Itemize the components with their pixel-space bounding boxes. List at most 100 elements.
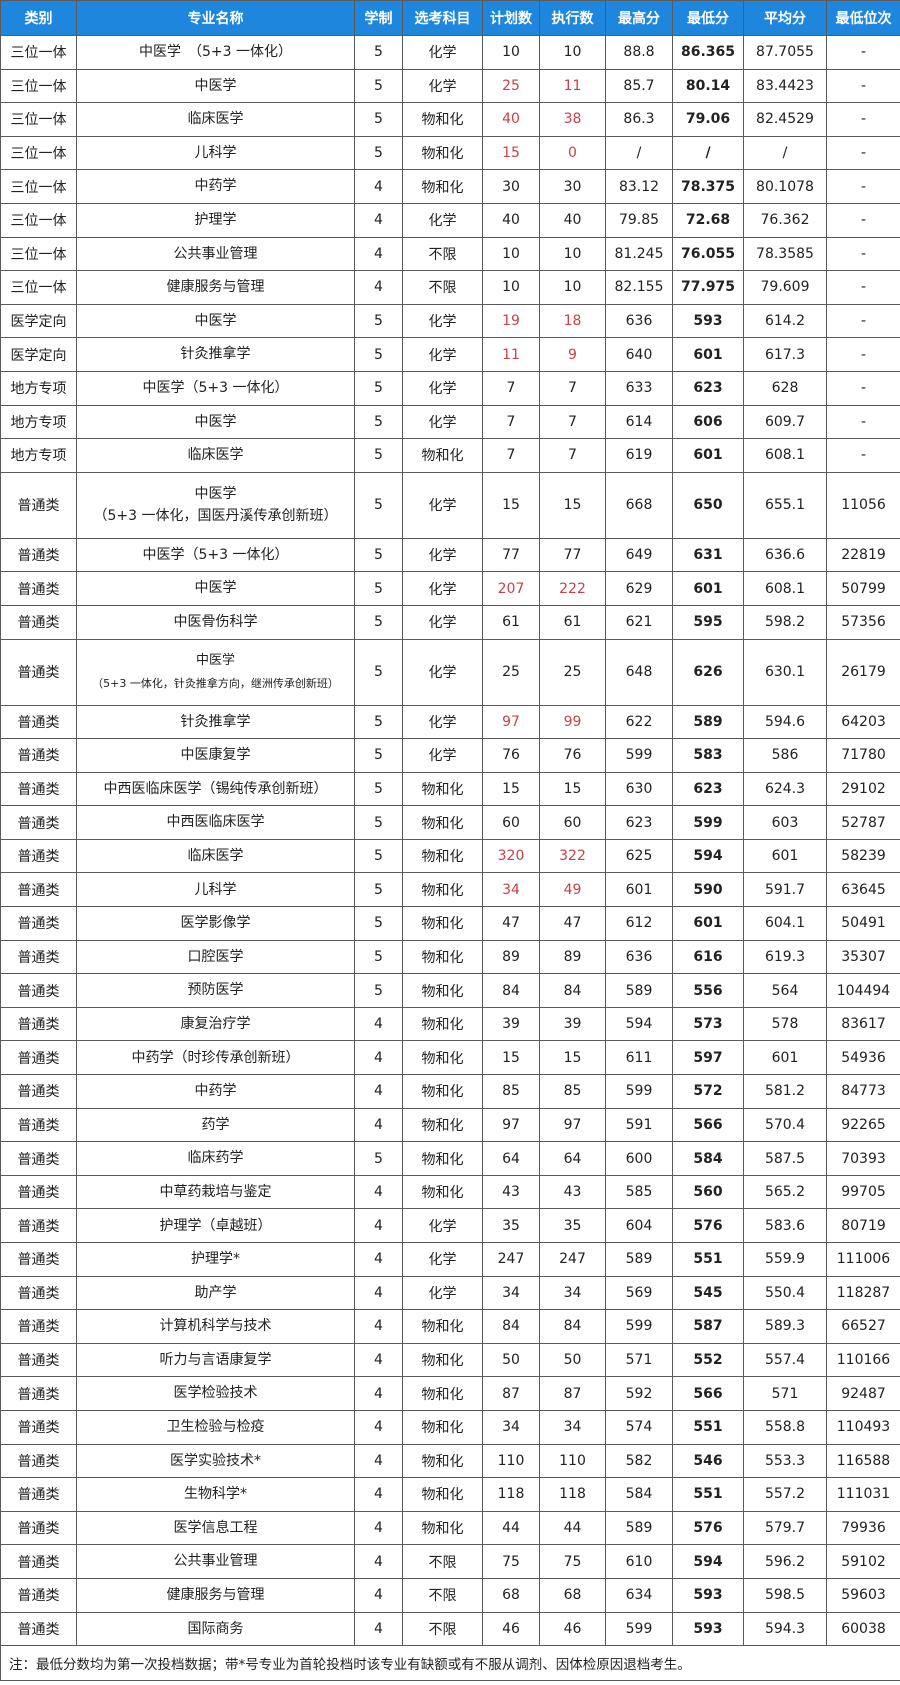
cell-executed: 76 (539, 738, 606, 773)
cell-avg-score: 596.2 (743, 1544, 827, 1579)
cell-category: 医学定向 (0, 337, 77, 372)
cell-min-rank: - (826, 102, 900, 137)
cell-category: 普通类 (0, 471, 77, 539)
cell-executed: 60 (539, 805, 606, 840)
major-name-line: 中医康复学 (180, 747, 251, 764)
cell-executed: 97 (539, 1107, 606, 1143)
cell-subjects: 物和化 (402, 1074, 483, 1109)
cell-min-score: 583 (672, 738, 744, 773)
major-name-line: 中草药栽培与鉴定 (159, 1183, 272, 1200)
cell-max-score: 622 (605, 704, 673, 740)
major-name-line: 护理学（卓越班） (159, 1217, 272, 1234)
cell-min-score: 595 (672, 604, 744, 640)
cell-min-rank: 71780 (826, 738, 900, 773)
major-name-line: 中药学（时珍传承创新班） (131, 1049, 300, 1066)
cell-min-score: 72.68 (672, 202, 744, 238)
cell-years: 5 (354, 906, 403, 941)
cell-avg-score: 617.3 (743, 337, 827, 372)
cell-executed: 15 (539, 471, 606, 539)
cell-min-score: 631 (672, 537, 744, 573)
cell-category: 普通类 (0, 1611, 77, 1647)
cell-min-score: 593 (672, 1577, 744, 1613)
major-name-line: 医学信息工程 (173, 1519, 258, 1536)
cell-subjects: 物和化 (402, 906, 483, 941)
cell-category: 普通类 (0, 805, 77, 840)
cell-category: 普通类 (0, 1006, 77, 1042)
cell-min-rank: 58239 (826, 838, 900, 874)
cell-category: 地方专项 (0, 438, 77, 473)
cell-category: 普通类 (0, 771, 77, 807)
cell-min-score: 593 (672, 303, 744, 339)
cell-avg-score: 558.8 (743, 1409, 827, 1445)
cell-avg-score: 579.7 (743, 1510, 827, 1546)
table-row: 普通类 中医学（5+3 一体化） 5 化学 77 77 649 631 636.6 22819 (0, 537, 900, 573)
major-name-line: （5+3 一体化，国医丹溪传承创新班） (93, 508, 338, 525)
cell-max-score: 582 (605, 1443, 673, 1479)
cell-category: 普通类 (0, 1443, 77, 1479)
cell-max-score: / (605, 135, 673, 171)
cell-avg-score: 609.7 (743, 404, 827, 440)
cell-max-score: 634 (605, 1577, 673, 1613)
major-name-line: 临床医学 (187, 447, 244, 464)
cell-min-score: 601 (672, 906, 744, 941)
cell-executed: 40 (539, 202, 606, 238)
cell-category: 三位一体 (0, 135, 77, 171)
cell-executed: 25 (539, 638, 606, 706)
cell-major: 公共事业管理 (76, 1544, 355, 1579)
cell-category: 普通类 (0, 1309, 77, 1344)
cell-max-score: 569 (605, 1275, 673, 1311)
table-row: 普通类 中西医临床医学 5 物和化 60 60 623 599 603 52787 (0, 805, 900, 840)
header-avg-score: 平均分 (743, 0, 827, 36)
table-row: 普通类 卫生检验与检疫 4 物和化 34 34 574 551 558.8 110493 (0, 1409, 900, 1445)
table-row: 普通类 护理学* 4 化学 247 247 589 551 559.9 111006 (0, 1242, 900, 1277)
major-name-line: 中医学 （5+3 一体化） (139, 44, 292, 61)
cell-avg-score: 570.4 (743, 1107, 827, 1143)
cell-subjects: 化学 (402, 1208, 483, 1243)
cell-years: 5 (354, 838, 403, 874)
table-row: 普通类 中医学 5 化学 207 222 629 601 608.1 50799 (0, 571, 900, 606)
cell-min-rank: 111006 (826, 1242, 900, 1277)
cell-avg-score: 589.3 (743, 1309, 827, 1344)
cell-avg-score: 583.6 (743, 1208, 827, 1243)
header-plan: 计划数 (482, 0, 540, 36)
cell-years: 5 (354, 638, 403, 706)
cell-executed: 43 (539, 1174, 606, 1210)
cell-min-score: 573 (672, 1006, 744, 1042)
cell-major: 康复治疗学 (76, 1006, 355, 1042)
cell-min-score: 587 (672, 1309, 744, 1344)
cell-avg-score: 601 (743, 838, 827, 874)
cell-min-rank: 66527 (826, 1309, 900, 1344)
cell-category: 普通类 (0, 1107, 77, 1143)
cell-avg-score: 79.609 (743, 270, 827, 305)
cell-years: 4 (354, 1376, 403, 1411)
cell-min-rank: 54936 (826, 1040, 900, 1076)
cell-subjects: 物和化 (402, 1376, 483, 1411)
cell-max-score: 668 (605, 471, 673, 539)
cell-avg-score: 587.5 (743, 1141, 827, 1176)
cell-avg-score: 608.1 (743, 438, 827, 473)
cell-subjects: 物和化 (402, 1409, 483, 1445)
cell-min-score: 623 (672, 771, 744, 807)
cell-subjects: 物和化 (402, 1309, 483, 1344)
major-name-line: 公共事业管理 (173, 1553, 258, 1570)
cell-executed: 322 (539, 838, 606, 874)
cell-plan: 10 (482, 35, 540, 70)
footnote: 注：最低分数均为第一次投档数据；带*号专业为首轮投档时该专业有缺额或有不服从调剂… (0, 1645, 900, 1682)
cell-max-score: 629 (605, 571, 673, 606)
cell-years: 5 (354, 571, 403, 606)
cell-min-score: 551 (672, 1477, 744, 1512)
cell-plan: 87 (482, 1376, 540, 1411)
cell-max-score: 85.7 (605, 68, 673, 104)
major-name-line: 临床药学 (187, 1150, 244, 1167)
cell-min-score: 552 (672, 1342, 744, 1378)
cell-major: 针灸推拿学 (76, 337, 355, 372)
cell-plan: 61 (482, 604, 540, 640)
cell-min-rank: 110166 (826, 1342, 900, 1378)
cell-major: 中草药栽培与鉴定 (76, 1174, 355, 1210)
major-name-line: 临床医学 (187, 111, 244, 128)
table-row: 普通类 医学影像学 5 物和化 47 47 612 601 604.1 50491 (0, 906, 900, 941)
cell-major: 临床医学 (76, 102, 355, 137)
cell-min-rank: 118287 (826, 1275, 900, 1311)
cell-category: 普通类 (0, 1141, 77, 1176)
cell-category: 普通类 (0, 939, 77, 975)
